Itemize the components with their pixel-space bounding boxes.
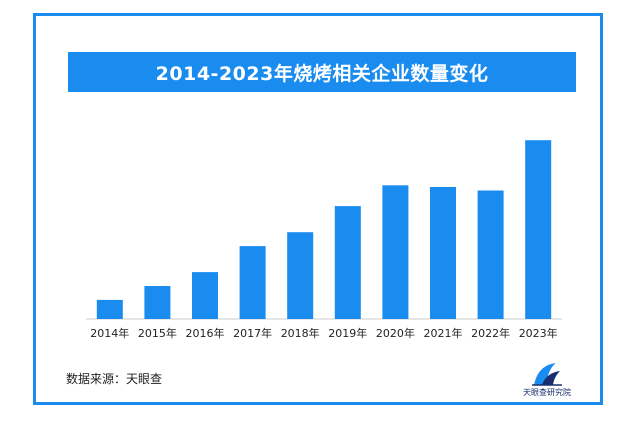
bar-2022年	[477, 190, 504, 319]
bar-2023年	[525, 140, 552, 319]
x-tick-label: 2017年	[233, 326, 272, 340]
x-tick-label: 2018年	[281, 326, 320, 340]
bar-2017年	[239, 246, 266, 319]
x-tick-label: 2020年	[376, 326, 415, 340]
bar-2019年	[334, 206, 361, 319]
x-tick-label: 2015年	[138, 326, 177, 340]
x-tick-label: 2021年	[424, 326, 463, 340]
tianyancha-logo-icon	[532, 363, 562, 386]
chart-card: 2014-2023年烧烤相关企业数量变化 2014年 2015年 2016年 2017…	[33, 13, 603, 405]
title-banner: 2014-2023年烧烤相关企业数量变化	[68, 52, 576, 92]
bar-2014年	[96, 299, 123, 319]
x-tick-label: 2016年	[186, 326, 225, 340]
data-source-note: 数据来源：天眼查	[66, 372, 163, 386]
x-tick-label: 2022年	[471, 326, 510, 340]
logo-text: 天眼查研究院	[523, 388, 571, 397]
bar-2020年	[382, 185, 409, 319]
x-tick-label: 2014年	[90, 326, 129, 340]
bar-2021年	[430, 187, 456, 319]
bar-chart: 2014年 2015年 2016年 2017年 2018年 2019年 2020年 2021年…	[86, 140, 562, 340]
bar-2018年	[287, 232, 314, 319]
x-tick-label: 2019年	[328, 326, 367, 340]
chart-title: 2014-2023年烧烤相关企业数量变化	[155, 62, 489, 85]
bar-2016年	[192, 272, 218, 319]
bar-2015年	[144, 286, 171, 319]
x-tick-label: 2023年	[519, 326, 558, 340]
